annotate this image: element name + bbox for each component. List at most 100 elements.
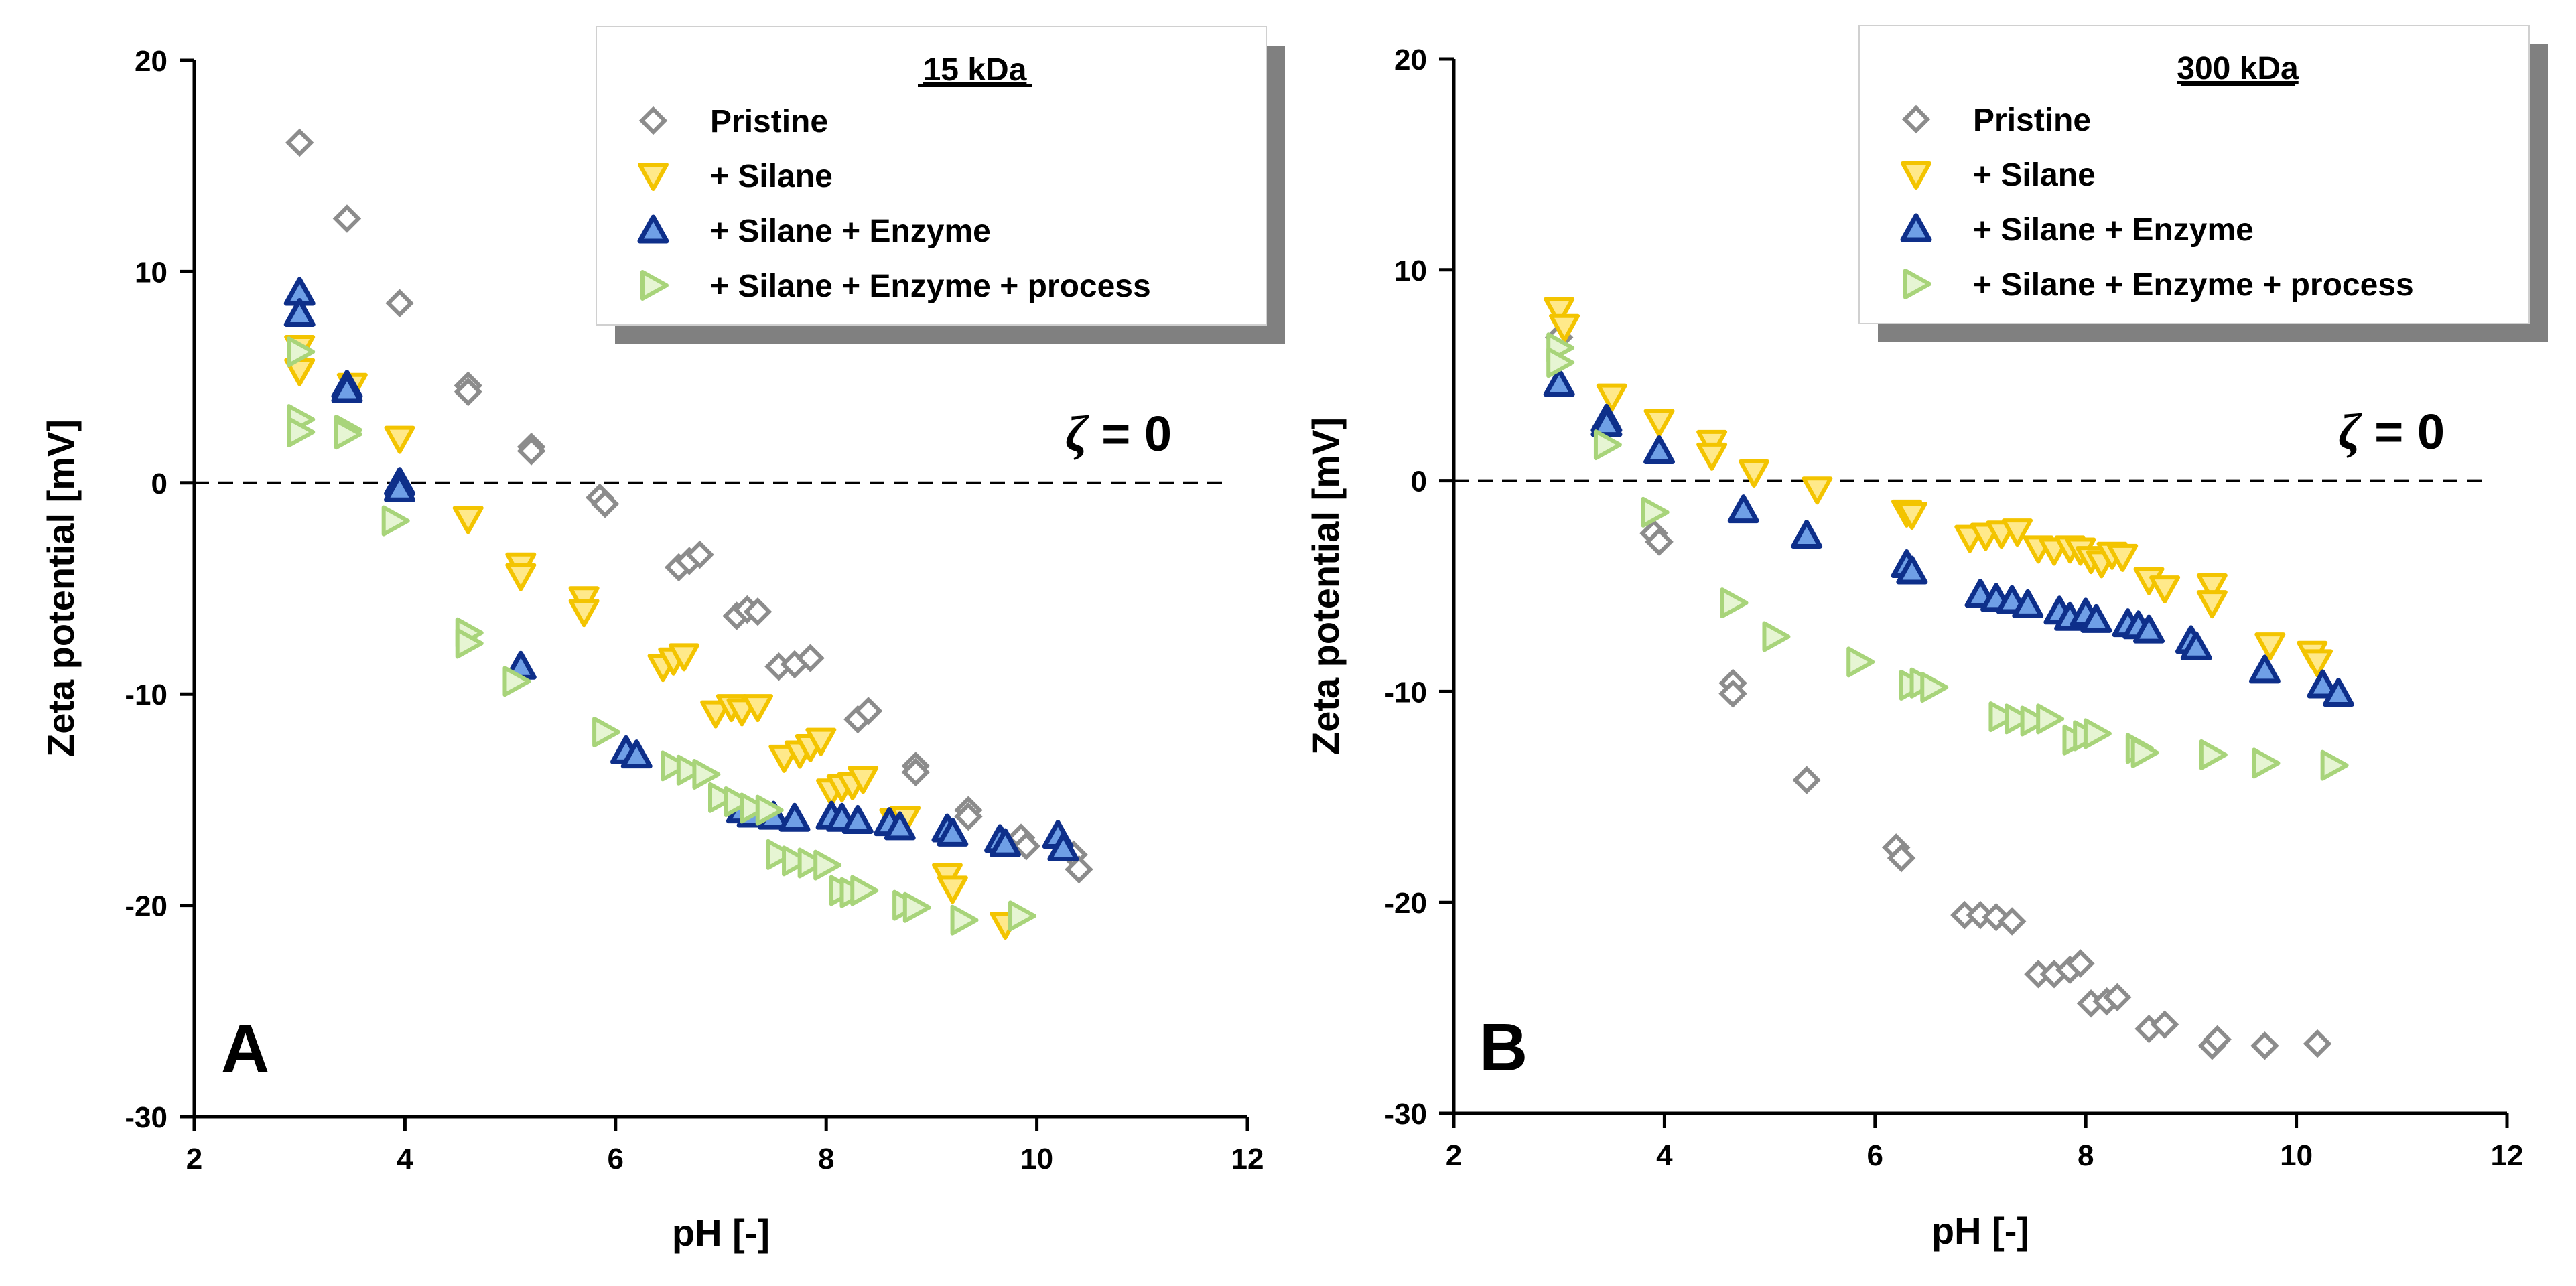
legend-entry: + Silane + Enzyme + process <box>1973 267 2414 303</box>
data-point <box>2130 737 2159 768</box>
data-point <box>676 754 705 786</box>
data-point <box>1846 646 1875 678</box>
data-point <box>1718 679 1747 708</box>
data-point <box>2252 747 2281 779</box>
data-point <box>1802 476 1833 505</box>
legend-marker <box>1901 104 1931 134</box>
data-point <box>332 204 362 233</box>
data-point <box>1065 855 1093 884</box>
y-tick-label: -10 <box>125 678 167 711</box>
data-point <box>381 505 410 537</box>
data-point <box>2066 949 2095 978</box>
data-point <box>334 419 362 450</box>
y-tick-label: 10 <box>135 256 167 289</box>
data-point <box>2083 718 2112 749</box>
data-point <box>2012 589 2044 618</box>
x-axis-label: pH [-] <box>1931 1210 2029 1252</box>
data-point <box>283 297 316 327</box>
zeta-zero-label: ζ = 0 <box>2338 404 2445 460</box>
data-point <box>590 490 620 518</box>
data-point <box>1596 383 1627 412</box>
data-point <box>841 804 874 834</box>
data-point <box>1791 519 1823 549</box>
legend-marker <box>1900 213 1932 242</box>
x-tick-label: 6 <box>1867 1139 1883 1172</box>
data-point <box>287 417 316 448</box>
data-point <box>2250 1031 2279 1060</box>
y-tick-label: 10 <box>1394 255 1427 287</box>
data-point <box>2150 1010 2179 1040</box>
zeta-symbol: ζ <box>2338 404 2362 460</box>
data-point <box>1543 368 1575 397</box>
data-point <box>1997 907 2027 936</box>
data-point <box>1896 501 1927 530</box>
data-point <box>1988 701 2017 733</box>
data-point <box>884 811 916 841</box>
data-point <box>700 700 732 729</box>
data-point <box>1549 313 1580 342</box>
data-point <box>848 766 879 794</box>
x-tick-label: 12 <box>1231 1143 1264 1175</box>
y-axis-label: Zeta potential [mV] <box>40 419 82 757</box>
data-point <box>1645 527 1674 557</box>
x-tick-label: 12 <box>2491 1139 2524 1172</box>
legend-marker <box>1901 161 1931 190</box>
data-point <box>452 506 484 534</box>
legend-marker <box>640 270 669 301</box>
data-point <box>743 597 772 626</box>
y-tick-label: 20 <box>135 45 167 78</box>
data-point <box>2149 575 2181 604</box>
x-tick-label: 4 <box>1656 1139 1673 1172</box>
data-point <box>1593 429 1622 461</box>
legend-marker <box>637 214 669 244</box>
y-tick-label: -30 <box>125 1101 167 1134</box>
y-axis-label: Zeta potential [mV] <box>1304 417 1347 755</box>
data-point <box>2203 1025 2232 1054</box>
data-point <box>2020 705 2049 737</box>
data-point <box>2322 678 2354 707</box>
data-point <box>755 794 784 826</box>
data-point <box>989 828 1021 857</box>
zeta-equals-zero: = 0 <box>1088 406 1172 461</box>
data-point <box>385 289 414 317</box>
data-point <box>805 727 837 756</box>
y-tick-label: -10 <box>1384 676 1427 709</box>
data-point <box>287 336 316 368</box>
series-triangle-down <box>284 334 1021 940</box>
legend-entry: + Silane <box>1973 157 2096 193</box>
data-point <box>1792 766 1821 794</box>
data-point <box>661 750 689 782</box>
data-point <box>2196 590 2228 619</box>
x-tick-label: 10 <box>2280 1139 2313 1172</box>
x-tick-label: 2 <box>1446 1139 1462 1172</box>
legend-marker <box>638 106 668 135</box>
series-diamond <box>1544 323 2332 1060</box>
data-point <box>1643 409 1675 437</box>
legend-entry: + Silane <box>710 159 833 194</box>
series-triangle-right <box>1546 332 2349 781</box>
data-point <box>2196 573 2228 601</box>
x-axis-label: pH [-] <box>672 1212 770 1254</box>
data-point <box>1727 494 1759 524</box>
data-point <box>2103 983 2132 1012</box>
data-point <box>740 792 768 824</box>
data-point <box>2199 739 2228 770</box>
data-point <box>620 739 653 769</box>
data-point <box>1641 496 1670 528</box>
data-point <box>668 643 699 672</box>
data-point <box>1590 408 1623 437</box>
data-point <box>724 786 752 818</box>
data-point <box>502 666 531 697</box>
data-point <box>1887 843 1916 873</box>
data-point <box>505 563 537 591</box>
zeta-zero-label: ζ = 0 <box>1065 406 1172 462</box>
data-point <box>901 758 931 787</box>
data-point <box>1047 832 1079 861</box>
series-triangle-up <box>283 277 1079 861</box>
x-tick-label: 8 <box>2078 1139 2094 1172</box>
data-point <box>708 782 736 813</box>
legend-entry: + Silane + Enzyme + process <box>710 269 1151 304</box>
data-point <box>2254 632 2286 661</box>
legend-marker <box>1903 269 1931 299</box>
